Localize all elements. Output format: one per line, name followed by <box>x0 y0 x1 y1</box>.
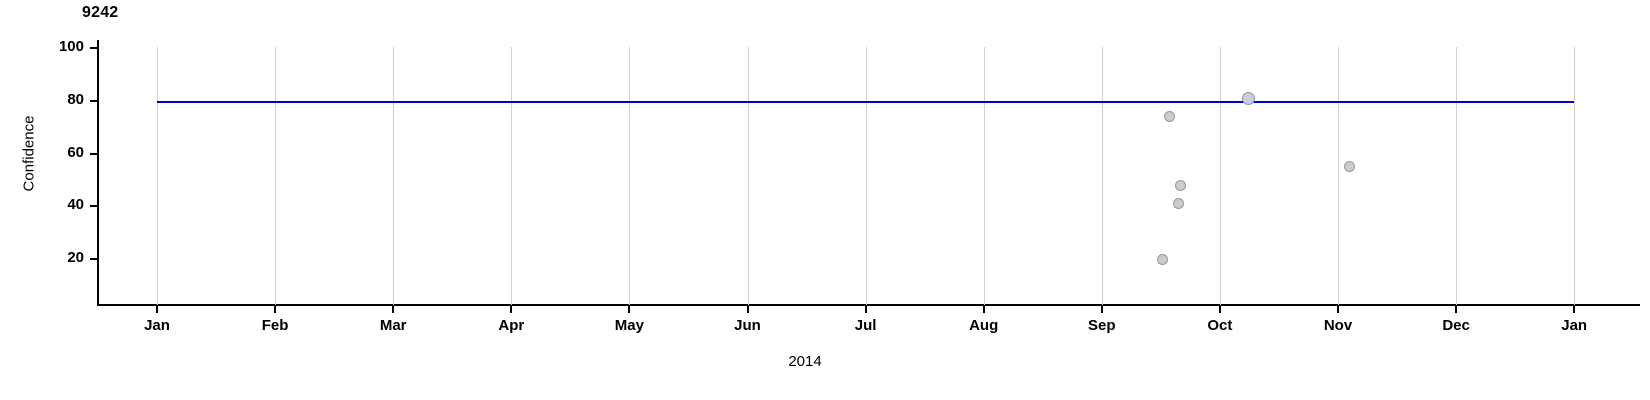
x-axis-title-text: 2014 <box>788 353 822 370</box>
gridline-apr-3 <box>511 47 513 305</box>
x-axis-title: 2014 <box>0 353 1650 370</box>
y-tick-label-80: 80 <box>67 90 84 108</box>
gridline-nov-10 <box>1338 47 1339 305</box>
x-tick-mark-10 <box>1337 306 1339 313</box>
gridline-sep-8 <box>1101 47 1103 305</box>
reference-line <box>157 100 1575 103</box>
x-tick-mark-6 <box>864 306 867 313</box>
x-tick-mark-2 <box>392 306 395 313</box>
x-tick-mark-11 <box>1455 306 1458 313</box>
data-point[interactable] <box>1241 91 1255 105</box>
y-axis-line <box>97 40 99 305</box>
gridline-dec-11 <box>1456 47 1458 305</box>
x-axis-line <box>97 304 1640 306</box>
gridline-oct-9 <box>1219 47 1221 305</box>
y-tick-label-40: 40 <box>67 196 84 214</box>
x-tick-mark-7 <box>982 306 985 313</box>
x-tick-mark-0 <box>156 306 158 313</box>
gridline-mar-2 <box>393 47 395 305</box>
gridline-feb-1 <box>275 47 277 305</box>
data-point[interactable] <box>1173 198 1185 210</box>
y-tick-mark-20 <box>90 258 97 260</box>
data-point[interactable] <box>1163 111 1175 123</box>
x-tick-label-6: Jul <box>854 317 877 334</box>
gridline-jul-6 <box>865 47 867 305</box>
y-axis-title: Confidence <box>20 115 38 192</box>
x-tick-label-2: Mar <box>379 317 407 334</box>
y-tick-label-20: 20 <box>67 249 84 266</box>
x-tick-mark-12 <box>1573 306 1576 313</box>
gridline-jan-0 <box>157 47 158 305</box>
x-tick-label-9: Oct <box>1207 317 1233 334</box>
x-tick-mark-8 <box>1100 306 1103 313</box>
data-point[interactable] <box>1156 253 1168 265</box>
y-tick-mark-80 <box>90 99 97 102</box>
gridline-may-4 <box>629 47 631 305</box>
x-tick-label-0: Jan <box>144 317 170 334</box>
x-tick-label-7: Aug <box>969 317 999 334</box>
data-point[interactable] <box>1344 161 1356 173</box>
x-tick-label-12: Jan <box>1561 317 1588 334</box>
x-tick-mark-9 <box>1218 306 1221 313</box>
x-tick-label-5: Jun <box>734 317 761 334</box>
x-tick-label-3: Apr <box>498 317 525 334</box>
gridline-aug-7 <box>983 47 985 305</box>
x-tick-label-8: Sep <box>1088 317 1116 334</box>
x-tick-mark-4 <box>628 306 631 313</box>
gridline-jun-5 <box>747 47 749 305</box>
x-tick-mark-3 <box>510 306 513 313</box>
x-tick-mark-5 <box>746 306 749 313</box>
y-tick-mark-40 <box>90 205 97 208</box>
x-tick-label-10: Nov <box>1323 317 1353 334</box>
data-point[interactable] <box>1175 179 1187 191</box>
y-tick-mark-60 <box>90 152 97 155</box>
plot-area <box>98 40 1640 305</box>
y-tick-label-60: 60 <box>67 143 84 161</box>
x-tick-mark-1 <box>274 306 277 313</box>
x-tick-label-1: Feb <box>261 317 289 334</box>
y-tick-mark-100 <box>90 47 97 49</box>
x-tick-label-4: May <box>614 317 644 334</box>
x-tick-label-11: Dec <box>1442 317 1470 334</box>
y-tick-label-100: 100 <box>58 38 84 55</box>
gridline-jan-12 <box>1574 47 1576 305</box>
chart-title: 9242 <box>82 4 119 21</box>
